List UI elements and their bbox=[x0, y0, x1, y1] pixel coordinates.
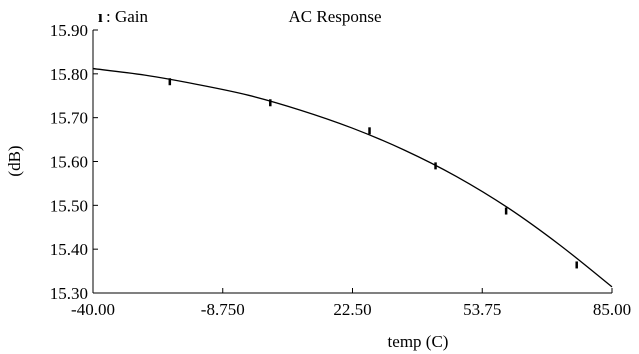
y-tick-label: 15.60 bbox=[50, 153, 88, 172]
chart-title: AC Response bbox=[288, 7, 381, 26]
y-axis-label: (dB) bbox=[5, 145, 24, 176]
y-tick-label: 15.80 bbox=[50, 65, 88, 84]
y-axis: 15.90 15.80 15.70 15.60 15.50 15.40 15.30 bbox=[50, 21, 98, 303]
legend: ı : Gain bbox=[98, 7, 149, 26]
legend-marker: ı bbox=[98, 7, 103, 26]
y-tick-label: 15.30 bbox=[50, 284, 88, 303]
x-tick-label: 85.00 bbox=[593, 300, 631, 319]
x-axis: -40.00 -8.750 22.50 53.75 85.00 bbox=[71, 288, 631, 319]
y-tick-label: 15.70 bbox=[50, 109, 88, 128]
x-tick-label: -40.00 bbox=[71, 300, 115, 319]
x-tick-label: 53.75 bbox=[463, 300, 501, 319]
y-tick-label: 15.50 bbox=[50, 196, 88, 215]
x-axis-label: temp (C) bbox=[388, 332, 449, 351]
plot-area bbox=[92, 67, 613, 288]
legend-label: : Gain bbox=[106, 7, 149, 26]
y-tick-label: 15.40 bbox=[50, 240, 88, 259]
y-tick-label: 15.90 bbox=[50, 21, 88, 40]
x-tick-label: -8.750 bbox=[201, 300, 245, 319]
series-line-gain bbox=[92, 67, 613, 288]
x-tick-label: 22.50 bbox=[333, 300, 371, 319]
